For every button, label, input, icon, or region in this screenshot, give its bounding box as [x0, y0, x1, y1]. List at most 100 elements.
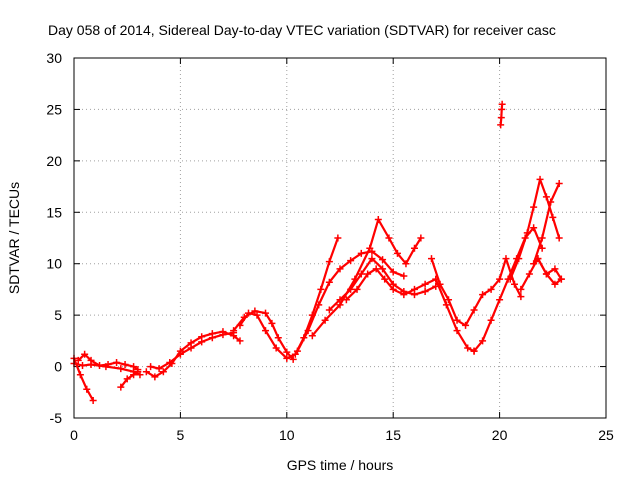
y-tick-label: 20	[46, 153, 62, 169]
data-point-marker	[498, 100, 506, 108]
data-point-marker	[83, 385, 91, 393]
data-point-marker	[557, 275, 565, 283]
data-point-marker	[304, 327, 312, 335]
data-point-marker	[510, 280, 518, 288]
x-tick-label: 15	[385, 427, 401, 443]
data-point-marker	[497, 114, 505, 122]
data-point-marker	[262, 327, 270, 335]
data-point-marker	[389, 285, 397, 293]
data-point-marker	[236, 321, 244, 329]
data-point-marker	[400, 291, 408, 299]
series-line	[509, 178, 561, 281]
data-point-marker	[76, 371, 84, 379]
data-point-marker	[372, 265, 380, 273]
data-point-marker	[421, 287, 429, 295]
y-tick-label: 15	[46, 204, 62, 220]
data-point-marker	[134, 368, 142, 376]
data-point-marker	[453, 327, 461, 335]
data-point-marker	[274, 334, 282, 342]
data-point-marker	[442, 301, 450, 309]
data-point-marker	[530, 203, 538, 211]
plot-frame	[73, 57, 607, 419]
data-point-marker	[515, 255, 523, 263]
x-tick-label: 25	[598, 427, 614, 443]
data-point-marker	[325, 306, 333, 314]
x-tick-label: 10	[279, 427, 295, 443]
data-point-marker	[293, 347, 301, 355]
data-point-marker	[479, 291, 487, 299]
data-point-marker	[393, 249, 401, 257]
series-line	[145, 330, 242, 378]
series-outlier	[497, 100, 506, 129]
data-point-marker	[289, 355, 297, 363]
data-point-marker	[497, 121, 505, 129]
data-point-marker	[89, 397, 97, 405]
data-point-marker	[262, 309, 270, 317]
series-track-11	[325, 255, 440, 314]
data-point-marker	[436, 280, 444, 288]
data-point-marker	[155, 365, 163, 373]
series-line	[532, 182, 561, 265]
series-line	[430, 257, 522, 327]
series-track-15	[506, 175, 563, 283]
data-point-marker	[530, 260, 538, 268]
data-point-marker	[130, 371, 138, 379]
data-point-marker	[464, 344, 472, 352]
series-track-12	[342, 265, 478, 355]
data-point-marker	[283, 354, 291, 362]
data-point-marker	[479, 337, 487, 345]
data-point-marker	[502, 255, 510, 263]
series-track-2	[74, 350, 142, 374]
data-point-marker	[551, 280, 559, 288]
data-point-marker	[542, 193, 550, 201]
data-point-marker	[428, 255, 436, 263]
data-point-marker	[342, 296, 350, 304]
data-point-marker	[325, 258, 333, 266]
series-line	[238, 236, 339, 360]
series-track-17	[530, 179, 563, 268]
data-point-marker	[317, 285, 325, 293]
data-point-marker	[147, 363, 155, 371]
data-point-marker	[236, 337, 244, 345]
data-point-marker	[496, 296, 504, 304]
data-point-marker	[102, 363, 110, 371]
data-point-marker	[379, 256, 387, 264]
series-track-14	[470, 224, 546, 355]
series-track-13	[428, 255, 525, 329]
x-tick-label: 20	[492, 427, 508, 443]
data-point-marker	[79, 362, 87, 370]
data-point-marker	[547, 198, 555, 206]
data-point-marker	[496, 275, 504, 283]
data-point-marker	[283, 348, 291, 356]
data-point-marker	[321, 316, 329, 324]
series-track-5	[142, 328, 244, 381]
data-point-marker	[366, 244, 374, 252]
y-tick-label: 5	[54, 307, 62, 323]
data-point-marker	[113, 358, 121, 366]
chart-title: Day 058 of 2014, Sidereal Day-to-day VTE…	[48, 22, 556, 38]
data-point-marker	[117, 365, 125, 373]
data-point-marker	[123, 375, 131, 383]
x-axis-label: GPS time / hours	[287, 457, 394, 473]
data-point-marker	[268, 319, 276, 327]
series-track-7	[230, 307, 297, 363]
data-point-marker	[198, 338, 206, 346]
series-track-9	[293, 247, 408, 355]
data-point-marker	[368, 255, 376, 263]
data-point-marker	[517, 285, 525, 293]
y-tick-label: 0	[54, 359, 62, 375]
data-point-marker	[187, 344, 195, 352]
series-track-8	[236, 234, 342, 362]
data-point-marker	[121, 361, 129, 369]
series-track-1	[70, 354, 97, 405]
data-point-marker	[151, 373, 159, 381]
data-point-marker	[542, 270, 550, 278]
series-track-10	[308, 215, 425, 340]
series-line	[345, 267, 476, 353]
chart-series	[70, 100, 565, 405]
data-point-marker	[470, 306, 478, 314]
y-tick-label: 25	[46, 101, 62, 117]
series-line	[472, 226, 544, 353]
series-line	[536, 257, 563, 281]
